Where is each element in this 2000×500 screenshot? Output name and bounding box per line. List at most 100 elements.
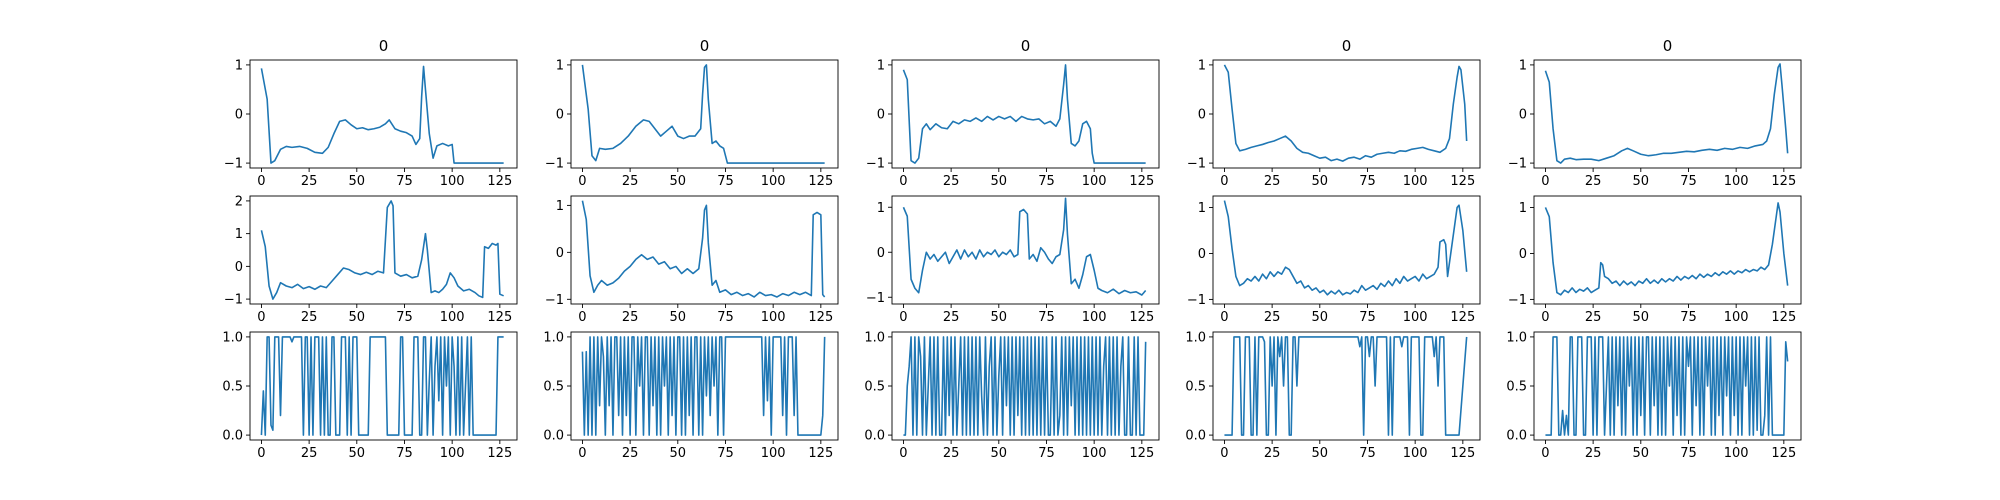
y-tick-label: 0 — [556, 108, 564, 123]
y-tick-label: 0 — [235, 108, 243, 123]
x-tick-label: 125 — [1450, 446, 1475, 461]
x-tick-label: 125 — [487, 310, 512, 325]
x-tick-label: 75 — [1038, 174, 1055, 189]
x-tick-label: 0 — [1541, 310, 1549, 325]
x-tick-label: 100 — [440, 446, 465, 461]
y-tick-label: 1.0 — [1185, 330, 1206, 345]
x-tick-label: 100 — [1724, 446, 1749, 461]
y-tick-label: 0.0 — [543, 429, 564, 444]
series-line — [903, 336, 1147, 436]
x-tick-label: 25 — [301, 310, 318, 325]
x-tick-label: 125 — [808, 446, 833, 461]
x-tick-label: 25 — [1264, 174, 1281, 189]
axes-frame — [1533, 59, 1802, 169]
x-tick-label: 50 — [1633, 310, 1650, 325]
x-tick-label: 50 — [670, 310, 687, 325]
x-tick-label: 125 — [1450, 174, 1475, 189]
y-tick-label: 0.5 — [1506, 380, 1527, 395]
x-tick-label: 25 — [622, 446, 639, 461]
x-tick-label: 50 — [670, 174, 687, 189]
subplot-3-5: 0 25 50 75 100 125 0.0 0.5 1.0 — [1506, 330, 1802, 461]
x-tick-label: 100 — [1082, 310, 1107, 325]
y-tick-label: 0.5 — [222, 380, 243, 395]
y-tick-label: 0.0 — [864, 429, 885, 444]
y-tick-label: −1 — [1187, 293, 1206, 308]
series-line — [1544, 202, 1789, 296]
series-line — [1224, 336, 1468, 436]
x-tick-label: 25 — [301, 174, 318, 189]
subplot-2-5: 0 25 50 75 100 125 −1 0 1 — [1508, 195, 1802, 325]
subplot-title: 0 — [379, 37, 389, 55]
subplot-3-1: 0 25 50 75 100 125 0.0 0.5 1.0 — [222, 330, 518, 461]
subplot-2-4: 0 25 50 75 100 125 −1 0 1 — [1187, 195, 1481, 325]
y-tick-label: 1 — [235, 58, 243, 73]
x-tick-label: 50 — [349, 174, 366, 189]
x-tick-label: 25 — [1585, 446, 1602, 461]
x-tick-label: 50 — [670, 446, 687, 461]
subplot-1-3: 0 25 50 75 100 125 −1 0 1 0 — [866, 37, 1160, 189]
y-tick-label: −1 — [224, 157, 243, 172]
y-tick-label: 1.0 — [1506, 330, 1527, 345]
x-tick-label: 100 — [1403, 446, 1428, 461]
x-tick-label: 0 — [899, 446, 907, 461]
x-tick-label: 0 — [899, 174, 907, 189]
x-tick-label: 100 — [761, 446, 786, 461]
series-line — [1223, 200, 1468, 296]
subplot-title: 0 — [1342, 37, 1352, 55]
axes-frame — [1212, 195, 1481, 305]
y-tick-label: 0 — [877, 108, 885, 123]
series-line — [581, 336, 826, 436]
x-tick-label: 125 — [1129, 446, 1154, 461]
x-tick-label: 0 — [257, 446, 265, 461]
subplot-3-4: 0 25 50 75 100 125 0.0 0.5 1.0 — [1185, 330, 1481, 461]
y-tick-label: −1 — [866, 291, 885, 306]
x-tick-label: 125 — [1771, 446, 1796, 461]
x-tick-label: 50 — [1312, 174, 1329, 189]
x-tick-label: 75 — [717, 174, 734, 189]
axes-frame — [570, 195, 839, 305]
x-tick-label: 100 — [1403, 174, 1428, 189]
axes-frame — [249, 195, 518, 305]
x-tick-label: 100 — [440, 310, 465, 325]
y-tick-label: 1 — [1198, 58, 1206, 73]
x-tick-label: 50 — [1633, 446, 1650, 461]
axes-frame — [891, 59, 1160, 169]
subplot-1-1: 0 25 50 75 100 125 −1 0 1 0 — [224, 37, 518, 189]
x-tick-label: 25 — [1585, 310, 1602, 325]
y-tick-label: 0.0 — [222, 429, 243, 444]
series-line — [1544, 63, 1789, 164]
x-tick-label: 125 — [808, 174, 833, 189]
x-tick-label: 0 — [1220, 174, 1228, 189]
series-line — [581, 200, 826, 298]
y-tick-label: 1 — [1519, 201, 1527, 216]
x-tick-label: 100 — [1403, 310, 1428, 325]
x-tick-label: 25 — [943, 310, 960, 325]
x-tick-label: 100 — [440, 174, 465, 189]
y-tick-label: 0.0 — [1506, 429, 1527, 444]
x-tick-label: 75 — [1680, 310, 1697, 325]
x-tick-label: 25 — [301, 446, 318, 461]
y-tick-label: 0.0 — [1185, 429, 1206, 444]
y-tick-label: 0 — [877, 246, 885, 261]
y-tick-label: −1 — [545, 157, 564, 172]
y-tick-label: 0.5 — [1185, 380, 1206, 395]
subplot-2-2: 0 25 50 75 100 125 −1 0 1 — [545, 195, 839, 325]
subplot-1-5: 0 25 50 75 100 125 −1 0 1 0 — [1508, 37, 1802, 189]
x-tick-label: 125 — [1129, 174, 1154, 189]
x-tick-label: 125 — [1129, 310, 1154, 325]
x-tick-label: 0 — [1220, 310, 1228, 325]
y-tick-label: 0.5 — [864, 380, 885, 395]
x-tick-label: 125 — [487, 174, 512, 189]
x-tick-label: 75 — [1359, 174, 1376, 189]
x-tick-label: 50 — [991, 446, 1008, 461]
x-tick-label: 50 — [349, 310, 366, 325]
x-tick-label: 100 — [1724, 174, 1749, 189]
x-tick-label: 25 — [622, 174, 639, 189]
x-tick-label: 100 — [1082, 446, 1107, 461]
y-tick-label: 1 — [556, 199, 564, 214]
y-tick-label: 1 — [235, 227, 243, 242]
x-tick-label: 50 — [1312, 310, 1329, 325]
x-tick-label: 50 — [991, 174, 1008, 189]
x-tick-label: 0 — [257, 310, 265, 325]
